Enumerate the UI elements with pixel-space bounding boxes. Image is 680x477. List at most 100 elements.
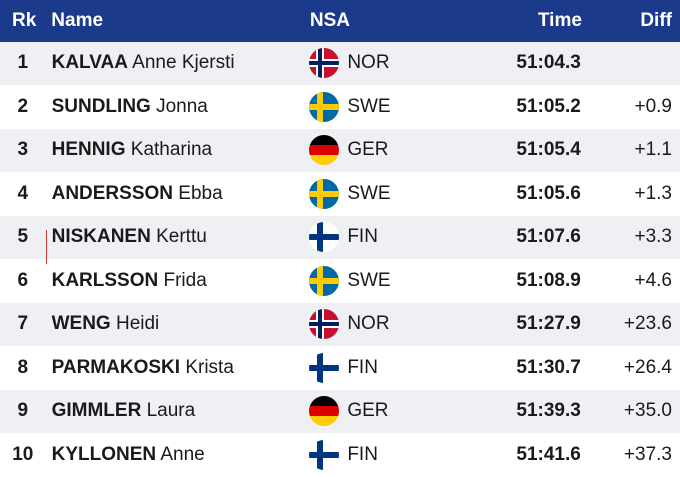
nsa-code: GER [347, 139, 388, 161]
athlete-first-name: Heidi [116, 313, 159, 334]
time-cell: 51:05.4 [454, 139, 581, 161]
athlete-name-cell[interactable]: KARLSSON Frida [46, 270, 306, 292]
time-cell: 51:08.9 [454, 270, 581, 292]
germany-flag-icon [309, 396, 339, 426]
athlete-last-name: NISKANEN [52, 226, 151, 247]
athlete-first-name: Kerttu [156, 226, 207, 247]
sweden-flag-icon [309, 179, 339, 209]
nsa-code: GER [347, 400, 388, 422]
nsa-cell: SWE [305, 92, 454, 122]
table-header: Rk Name NSA Time Diff [0, 0, 680, 42]
time-cell: 51:04.3 [454, 52, 581, 74]
nsa-cell: FIN [305, 353, 454, 383]
diff-cell: +0.9 [581, 96, 680, 118]
cursor-marker [46, 230, 47, 264]
athlete-last-name: KARLSSON [52, 270, 159, 291]
athlete-name-cell[interactable]: KALVAA Anne Kjersti [46, 52, 306, 74]
time-cell: 51:30.7 [454, 357, 581, 379]
diff-cell: +1.1 [581, 139, 680, 161]
nsa-code: FIN [347, 444, 378, 466]
time-cell: 51:27.9 [454, 313, 581, 335]
germany-flag-icon [309, 135, 339, 165]
norway-flag-icon [309, 48, 339, 78]
rank-cell: 4 [0, 183, 46, 205]
athlete-last-name: PARMAKOSKI [52, 357, 180, 378]
athlete-first-name: Anne Kjersti [132, 52, 234, 73]
nsa-cell: GER [305, 135, 454, 165]
athlete-name-cell[interactable]: KYLLONEN Anne [46, 444, 306, 466]
diff-cell: +37.3 [581, 444, 680, 466]
rank-cell: 3 [0, 139, 46, 161]
nsa-code: SWE [347, 183, 390, 205]
athlete-last-name: WENG [52, 313, 111, 334]
athlete-last-name: KYLLONEN [52, 444, 157, 465]
athlete-first-name: Krista [185, 357, 234, 378]
nsa-cell: FIN [305, 222, 454, 252]
athlete-name-cell[interactable]: HENNIG Katharina [46, 139, 306, 161]
sweden-flag-icon [309, 266, 339, 296]
athlete-first-name: Frida [164, 270, 207, 291]
rank-cell: 1 [0, 52, 46, 74]
time-cell: 51:05.2 [454, 96, 581, 118]
rank-cell: 5 [0, 226, 46, 248]
athlete-first-name: Ebba [178, 183, 222, 204]
header-name[interactable]: Name [45, 10, 302, 32]
header-nsa[interactable]: NSA [302, 10, 457, 32]
rank-cell: 6 [0, 270, 46, 292]
header-diff[interactable]: Diff [582, 10, 680, 32]
athlete-last-name: SUNDLING [52, 96, 151, 117]
diff-cell: +4.6 [581, 270, 680, 292]
finland-flag-icon [309, 440, 339, 470]
rank-cell: 9 [0, 400, 46, 422]
time-cell: 51:41.6 [454, 444, 581, 466]
diff-cell: +1.3 [581, 183, 680, 205]
sweden-flag-icon [309, 92, 339, 122]
athlete-first-name: Jonna [156, 96, 208, 117]
athlete-name-cell[interactable]: NISKANEN Kerttu [46, 226, 306, 248]
nsa-code: SWE [347, 270, 390, 292]
athlete-last-name: GIMMLER [52, 400, 142, 421]
nsa-cell: NOR [305, 48, 454, 78]
athlete-last-name: HENNIG [52, 139, 126, 160]
nsa-cell: SWE [305, 179, 454, 209]
header-time[interactable]: Time [457, 10, 582, 32]
diff-cell: +3.3 [581, 226, 680, 248]
nsa-code: NOR [347, 313, 389, 335]
athlete-name-cell[interactable]: PARMAKOSKI Krista [46, 357, 306, 379]
time-cell: 51:07.6 [454, 226, 581, 248]
athlete-first-name: Katharina [131, 139, 212, 160]
athlete-name-cell[interactable]: GIMMLER Laura [46, 400, 306, 422]
rank-cell: 10 [0, 444, 46, 466]
athlete-name-cell[interactable]: WENG Heidi [46, 313, 306, 335]
nsa-cell: FIN [305, 440, 454, 470]
nsa-code: NOR [347, 52, 389, 74]
athlete-last-name: KALVAA [52, 52, 128, 73]
nsa-cell: NOR [305, 309, 454, 339]
nsa-code: SWE [347, 96, 390, 118]
rank-cell: 7 [0, 313, 46, 335]
nsa-cell: GER [305, 396, 454, 426]
diff-cell: +35.0 [581, 400, 680, 422]
header-rank[interactable]: Rk [0, 10, 45, 32]
athlete-name-cell[interactable]: ANDERSSON Ebba [46, 183, 306, 205]
athlete-first-name: Laura [147, 400, 196, 421]
time-cell: 51:05.6 [454, 183, 581, 205]
athlete-first-name: Anne [160, 444, 204, 465]
nsa-code: FIN [347, 226, 378, 248]
nsa-cell: SWE [305, 266, 454, 296]
athlete-name-cell[interactable]: SUNDLING Jonna [46, 96, 306, 118]
rank-cell: 2 [0, 96, 46, 118]
time-cell: 51:39.3 [454, 400, 581, 422]
